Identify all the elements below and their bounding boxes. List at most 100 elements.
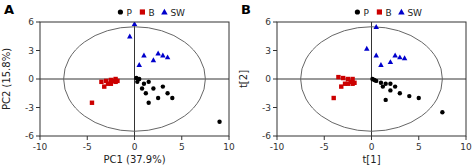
point (144, 91, 148, 95)
point (132, 22, 138, 26)
series (90, 77, 120, 105)
point (99, 80, 103, 84)
point (142, 82, 146, 86)
y-tick-label: 3 (265, 46, 271, 56)
y-tick-label: -6 (262, 131, 271, 141)
y-tick-label: -3 (25, 103, 34, 113)
data-layer (40, 22, 229, 136)
legend-marker (140, 9, 145, 14)
point (165, 91, 169, 95)
y-tick-label: -3 (262, 103, 271, 113)
y-axis-label: t[2] (238, 70, 249, 88)
series (370, 77, 444, 115)
y-tick (36, 107, 40, 108)
y-tick-label: 6 (28, 17, 34, 27)
point (155, 51, 161, 56)
point (127, 34, 132, 39)
legend-label: P (363, 8, 369, 18)
point (374, 79, 378, 83)
plot-frame (277, 22, 466, 136)
point (141, 53, 147, 58)
point (151, 57, 157, 62)
y-tick (36, 22, 40, 23)
panel: -10-50510-6-3036PC1 (37.9%)PC2 (15.8%)AP… (1, 2, 235, 165)
point (402, 55, 408, 60)
legend-marker (118, 9, 123, 14)
x-tick-label: 10 (460, 142, 472, 152)
y-tick (273, 79, 277, 80)
y-tick-label: 0 (265, 74, 271, 84)
point (135, 80, 139, 84)
point (170, 96, 174, 100)
x-tick-label: -5 (83, 142, 92, 152)
point (379, 81, 383, 85)
series (332, 75, 357, 100)
point (115, 79, 119, 83)
x-tick-label: -10 (270, 142, 285, 152)
point (136, 62, 142, 67)
point (388, 88, 392, 92)
series (364, 24, 407, 67)
point (417, 96, 421, 100)
y-tick (273, 136, 277, 137)
y-tick (36, 79, 40, 80)
legend-label: B (385, 8, 391, 18)
y-tick (273, 22, 277, 23)
point (440, 110, 444, 114)
series (134, 76, 222, 124)
point (378, 62, 384, 67)
legend-label: B (148, 8, 154, 18)
legend: PBSW (118, 8, 185, 18)
point (373, 53, 379, 58)
x-tick-label: 10 (223, 142, 235, 152)
legend-marker (161, 9, 168, 15)
plot-area (277, 22, 466, 136)
y-tick-label: 3 (28, 46, 34, 56)
point (407, 94, 411, 98)
legend-marker (377, 9, 382, 14)
legend-label: SW (170, 8, 185, 18)
panel-title: B (241, 2, 251, 17)
ellipse (64, 27, 206, 132)
point (160, 53, 166, 58)
point (217, 120, 221, 124)
x-tick (466, 136, 467, 140)
x-tick (371, 136, 372, 140)
point (336, 75, 340, 79)
y-tick (36, 50, 40, 51)
panel: -10-50510-6-3036t[1]t[2]BPBSW (238, 2, 472, 165)
point (341, 76, 345, 80)
x-tick (324, 136, 325, 140)
x-tick (418, 136, 419, 140)
point (146, 101, 150, 105)
legend-marker (355, 9, 360, 14)
plot-area (40, 22, 229, 136)
point (109, 82, 113, 86)
point (339, 84, 343, 88)
point (392, 53, 398, 58)
point (352, 81, 356, 85)
x-tick (181, 136, 182, 140)
x-tick (40, 136, 41, 140)
x-tick-label: 0 (132, 142, 138, 152)
point (383, 98, 387, 102)
y-tick (273, 107, 277, 108)
x-tick-label: 5 (179, 142, 185, 152)
y-tick-label: 0 (28, 74, 34, 84)
y-tick (273, 50, 277, 51)
x-axis-label: PC1 (37.9%) (103, 154, 165, 165)
x-tick (134, 136, 135, 140)
legend: PBSW (355, 8, 422, 18)
point (146, 80, 150, 84)
x-tick (87, 136, 88, 140)
point (161, 84, 165, 88)
figure: -10-50510-6-3036PC1 (37.9%)PC2 (15.8%)AP… (0, 0, 474, 168)
series (127, 22, 170, 67)
panel-title: A (4, 2, 14, 17)
x-tick (277, 136, 278, 140)
ellipse (301, 27, 443, 132)
point (140, 86, 144, 90)
x-tick-label: -10 (33, 142, 48, 152)
point (332, 96, 336, 100)
y-tick (36, 136, 40, 137)
